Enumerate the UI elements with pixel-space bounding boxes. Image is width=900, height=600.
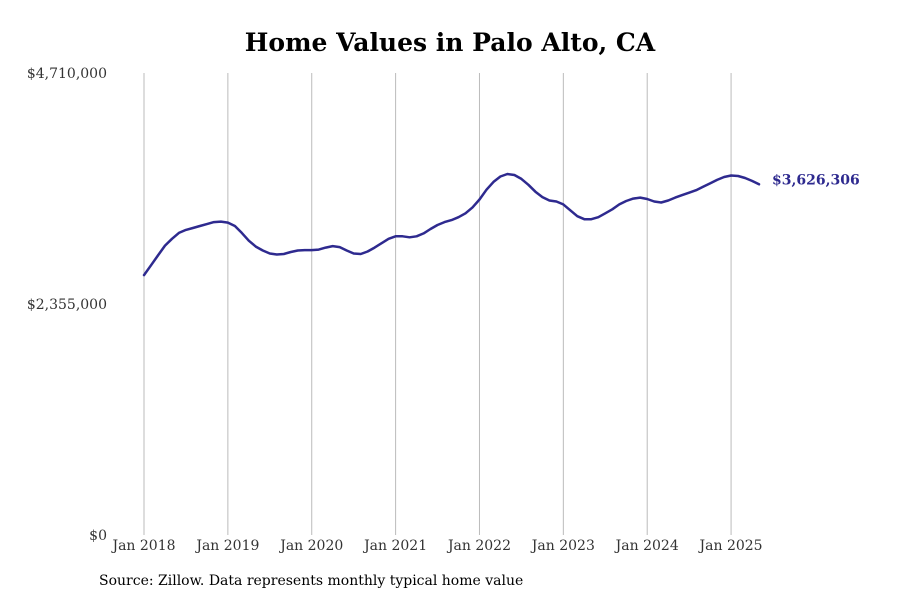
y-tick-label: $2,355,000 (27, 297, 107, 313)
chart-title: Home Values in Palo Alto, CA (244, 28, 656, 57)
y-tick-label: $4,710,000 (27, 66, 107, 82)
series-line (142, 172, 761, 277)
x-tick-label: Jan 2020 (278, 538, 343, 554)
x-tick-label: Jan 2022 (446, 538, 511, 554)
x-tick-label: Jan 2021 (362, 538, 427, 554)
axis-labels: Jan 2018 Jan 2019 Jan 2020 Jan 2021 Jan 2022… (27, 66, 763, 554)
x-tick-label: Jan 2025 (698, 538, 763, 554)
x-tick-label: Jan 2023 (530, 538, 595, 554)
x-tick-label: Jan 2024 (614, 538, 679, 554)
end-value-label: $3,626,306 (772, 172, 860, 188)
source-note: Source: Zillow. Data represents monthly … (99, 573, 524, 589)
x-tick-label: Jan 2019 (194, 538, 259, 554)
y-tick-label: $0 (89, 528, 107, 544)
grid-lines (143, 73, 732, 535)
x-tick-label: Jan 2018 (110, 538, 175, 554)
series-layer: $3,626,306 (142, 172, 860, 277)
